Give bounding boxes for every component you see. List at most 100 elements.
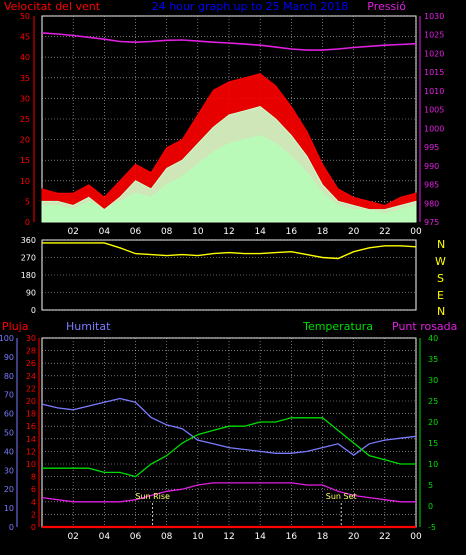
y-tick-label-humidity: 100 bbox=[0, 334, 14, 343]
y-tick-label-temp: 35 bbox=[428, 355, 438, 364]
chart-title: 24 hour graph up to 25 March 2018 bbox=[152, 0, 348, 13]
y-tick-label-right: 995 bbox=[424, 143, 439, 152]
y-tick-label-right: 990 bbox=[424, 162, 439, 171]
x-tick-label: 10 bbox=[192, 532, 204, 542]
y-tick-label-temp: 15 bbox=[428, 439, 438, 448]
y-tick-label: 40 bbox=[20, 53, 30, 62]
y-tick-label-rain: 6 bbox=[31, 485, 36, 494]
rain-label: Pluja bbox=[2, 320, 28, 333]
series-line bbox=[42, 417, 416, 478]
y-tick-label-right: 980 bbox=[424, 199, 439, 208]
y-tick-label-temp: -5 bbox=[428, 523, 436, 532]
y-tick-label-rain: 20 bbox=[26, 397, 36, 406]
y-tick-label-humidity: 40 bbox=[4, 447, 14, 456]
y-tick-label-right: 1000 bbox=[424, 124, 444, 133]
y-tick-label-humidity: 0 bbox=[9, 523, 14, 532]
y-tick-label-humidity: 60 bbox=[4, 410, 14, 419]
y-tick-label-right: 1020 bbox=[424, 49, 444, 58]
x-tick-label: 20 bbox=[348, 227, 360, 237]
x-tick-label: 22 bbox=[379, 227, 390, 237]
y-tick-label: 360 bbox=[21, 236, 36, 245]
dewpoint-label: Punt rosada bbox=[392, 320, 457, 333]
y-tick-label-temp: 30 bbox=[428, 376, 438, 385]
compass-label: S bbox=[437, 272, 444, 285]
y-tick-label: 20 bbox=[20, 136, 30, 145]
x-tick-label: 12 bbox=[223, 532, 234, 542]
y-tick-label: 45 bbox=[20, 33, 30, 42]
x-tick-label: 04 bbox=[99, 227, 111, 237]
compass-label: N bbox=[437, 238, 445, 251]
series-line bbox=[41, 482, 416, 503]
y-tick-label: 0 bbox=[31, 306, 36, 315]
x-tick-label: 02 bbox=[67, 227, 78, 237]
y-tick-label-rain: 0 bbox=[31, 523, 36, 532]
y-tick-label: 90 bbox=[26, 289, 36, 298]
y-tick-label-rain: 8 bbox=[31, 473, 36, 482]
temperature-label: Temperatura bbox=[302, 320, 373, 333]
x-tick-label: 16 bbox=[286, 532, 298, 542]
y-tick-label-right: 985 bbox=[424, 181, 439, 190]
y-tick-label-rain: 28 bbox=[26, 347, 36, 356]
series-area bbox=[41, 106, 417, 223]
x-tick-label: 14 bbox=[254, 532, 266, 542]
y-tick-label-temp: 40 bbox=[428, 334, 438, 343]
plot-frame bbox=[41, 337, 417, 528]
x-tick-label: 00 bbox=[410, 532, 422, 542]
x-tick-label: 08 bbox=[161, 227, 173, 237]
x-tick-label: 14 bbox=[254, 227, 266, 237]
humidity-label: Humitat bbox=[66, 320, 111, 333]
y-tick-label-right: 1005 bbox=[424, 106, 444, 115]
y-tick-label-humidity: 10 bbox=[4, 504, 14, 513]
wind-speed-label: Velocitat del vent bbox=[4, 0, 101, 13]
y-tick-label: 50 bbox=[20, 12, 30, 21]
y-tick-label-rain: 22 bbox=[26, 384, 36, 393]
x-tick-label: 18 bbox=[317, 227, 329, 237]
y-tick-label-rain: 30 bbox=[26, 334, 36, 343]
y-tick-label-rain: 18 bbox=[26, 410, 36, 419]
sun-rise-label: Sun Rise bbox=[135, 492, 170, 501]
y-tick-label-temp: 0 bbox=[428, 502, 433, 511]
y-tick-label: 35 bbox=[20, 74, 30, 83]
x-tick-label: 10 bbox=[192, 227, 204, 237]
y-tick-label-humidity: 20 bbox=[4, 485, 14, 494]
x-tick-label: 08 bbox=[161, 532, 173, 542]
y-tick-label-right: 1030 bbox=[424, 12, 444, 21]
y-tick-label-temp: 25 bbox=[428, 397, 438, 406]
x-tick-label: 06 bbox=[130, 532, 142, 542]
y-tick-label: 180 bbox=[21, 271, 36, 280]
sun-set-label: Sun Set bbox=[326, 492, 357, 501]
y-tick-label-rain: 24 bbox=[26, 372, 36, 381]
y-tick-label-humidity: 80 bbox=[4, 372, 14, 381]
x-tick-label: 02 bbox=[67, 532, 78, 542]
series-line bbox=[41, 32, 417, 51]
x-tick-label: 00 bbox=[410, 227, 422, 237]
y-tick-label-right: 1025 bbox=[424, 31, 444, 40]
y-tick-label: 15 bbox=[20, 156, 30, 165]
y-tick-label-temp: 10 bbox=[428, 460, 438, 469]
x-tick-label: 18 bbox=[317, 532, 329, 542]
direction-compass: N W S E N bbox=[435, 238, 446, 318]
wind-direction-panel: 360 270 180 90 0 bbox=[21, 236, 417, 315]
y-tick-label-humidity: 30 bbox=[4, 466, 14, 475]
y-tick-label-rain: 26 bbox=[26, 359, 36, 368]
y-tick-label-rain: 14 bbox=[26, 435, 36, 444]
y-tick-label-rain: 4 bbox=[31, 498, 36, 507]
y-tick-label-temp: 5 bbox=[428, 481, 433, 490]
y-tick-label-humidity: 50 bbox=[4, 429, 14, 438]
compass-label: N bbox=[437, 305, 445, 318]
y-tick-label: 5 bbox=[25, 197, 30, 206]
x-tick-label: 22 bbox=[379, 532, 390, 542]
humidity-temperature-panel: 0102030405060708090100024681012141618202… bbox=[0, 334, 438, 542]
y-tick-label-right: 1010 bbox=[424, 87, 444, 96]
x-tick-label: 20 bbox=[348, 532, 360, 542]
y-tick-label-rain: 12 bbox=[26, 447, 36, 456]
series-line bbox=[41, 397, 417, 457]
series-line bbox=[42, 242, 417, 260]
x-tick-label: 16 bbox=[286, 227, 298, 237]
y-tick-label-rain: 16 bbox=[26, 422, 36, 431]
y-tick-label-rain: 10 bbox=[26, 460, 36, 469]
y-tick-label-right: 975 bbox=[424, 218, 439, 227]
pressure-label: Pressió bbox=[367, 0, 406, 13]
y-tick-label-right: 1015 bbox=[424, 68, 444, 77]
